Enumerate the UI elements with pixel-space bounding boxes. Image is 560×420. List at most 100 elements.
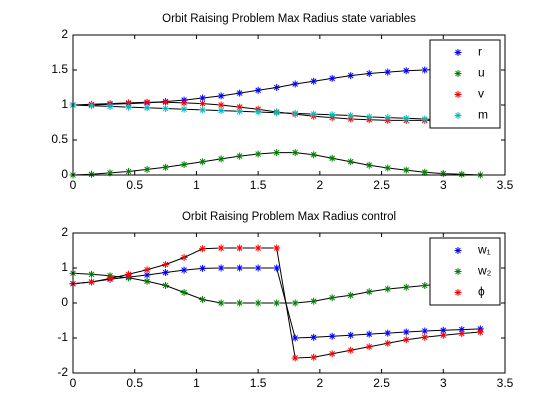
data-point	[347, 291, 355, 299]
legend-marker	[454, 91, 462, 98]
data-point	[162, 269, 170, 277]
data-point	[402, 166, 410, 174]
data-point	[439, 326, 447, 334]
legend-marker	[454, 49, 462, 56]
data-point	[217, 107, 225, 115]
data-point	[88, 270, 96, 278]
data-point	[236, 152, 244, 160]
data-point	[106, 169, 114, 177]
x-tick-label: 0.5	[126, 178, 143, 192]
data-point	[439, 331, 447, 339]
data-point	[125, 168, 133, 175]
data-point	[254, 299, 262, 307]
y-tick-label: 1	[61, 260, 68, 274]
data-point	[421, 327, 429, 335]
data-point	[291, 299, 299, 307]
data-point	[217, 264, 225, 272]
data-point	[476, 328, 484, 336]
data-point	[365, 161, 373, 169]
data-point	[199, 264, 207, 272]
legend-label: v	[478, 87, 484, 101]
y-tick-label: 1	[61, 97, 68, 111]
data-point	[328, 294, 336, 302]
axes-box	[72, 34, 506, 176]
data-point	[217, 92, 225, 100]
data-point	[125, 99, 133, 107]
data-point	[162, 261, 170, 268]
x-tick-label: 2	[317, 178, 324, 192]
data-point	[273, 244, 281, 252]
x-tick-label: 1	[193, 178, 200, 192]
legend-box	[429, 39, 501, 129]
data-point	[402, 328, 410, 336]
data-point	[439, 170, 447, 178]
data-point	[162, 98, 170, 106]
y-tick-label: 1.5	[51, 62, 68, 76]
data-point	[236, 107, 244, 115]
legend-marker	[454, 268, 462, 275]
data-point	[384, 114, 392, 122]
chart-title: Orbit Raising Problem Max Radius control	[182, 211, 396, 223]
data-point	[199, 245, 207, 253]
data-point	[291, 354, 299, 362]
data-point	[347, 72, 355, 80]
x-tick-label: 1.5	[250, 376, 267, 390]
x-tick-label: 1.5	[250, 178, 267, 192]
data-point	[291, 80, 299, 88]
data-point	[310, 353, 318, 361]
data-point	[291, 334, 299, 342]
data-point	[421, 115, 429, 123]
data-point	[273, 264, 281, 272]
data-point	[106, 102, 114, 110]
data-point	[384, 285, 392, 293]
data-point	[236, 244, 244, 252]
data-point	[199, 296, 207, 303]
data-point	[236, 299, 244, 307]
data-point	[384, 68, 392, 76]
x-tick-label: 3	[440, 376, 447, 390]
data-point	[125, 270, 133, 278]
data-point	[236, 103, 244, 111]
data-point	[365, 288, 373, 296]
legend-label: w₁	[477, 243, 491, 257]
data-point	[328, 332, 336, 340]
legend-box	[429, 237, 501, 306]
x-tick-label: 0.5	[126, 376, 143, 390]
data-point	[328, 74, 336, 82]
data-point	[88, 102, 96, 110]
data-point	[162, 163, 170, 171]
data-point	[162, 282, 170, 289]
data-point	[254, 244, 262, 252]
data-point	[88, 278, 96, 286]
x-tick-label: 0	[70, 178, 77, 192]
data-point	[421, 333, 429, 341]
data-point	[125, 103, 133, 111]
legend-label: m	[478, 108, 488, 122]
y-tick-label: 0	[61, 295, 68, 309]
data-point	[291, 149, 299, 157]
x-tick-label: 3.5	[497, 376, 514, 390]
data-point	[273, 84, 281, 91]
data-point	[180, 99, 188, 107]
data-point	[458, 170, 466, 178]
y-tick-label: 2	[61, 27, 68, 41]
data-point	[199, 158, 207, 166]
data-point	[180, 254, 188, 261]
data-point	[217, 155, 225, 163]
data-point	[421, 282, 429, 289]
legend-marker	[454, 112, 462, 119]
data-point	[310, 333, 318, 341]
data-point	[273, 109, 281, 117]
x-tick-label: 2.5	[373, 178, 390, 192]
data-point	[458, 326, 466, 334]
x-tick-label: 3.5	[497, 178, 514, 192]
data-point	[402, 283, 410, 291]
legend-label: u	[478, 66, 485, 80]
data-point	[421, 168, 429, 176]
data-point	[328, 350, 336, 358]
data-point	[310, 110, 318, 118]
data-point	[273, 299, 281, 307]
data-point	[143, 266, 151, 274]
data-point	[180, 289, 188, 296]
